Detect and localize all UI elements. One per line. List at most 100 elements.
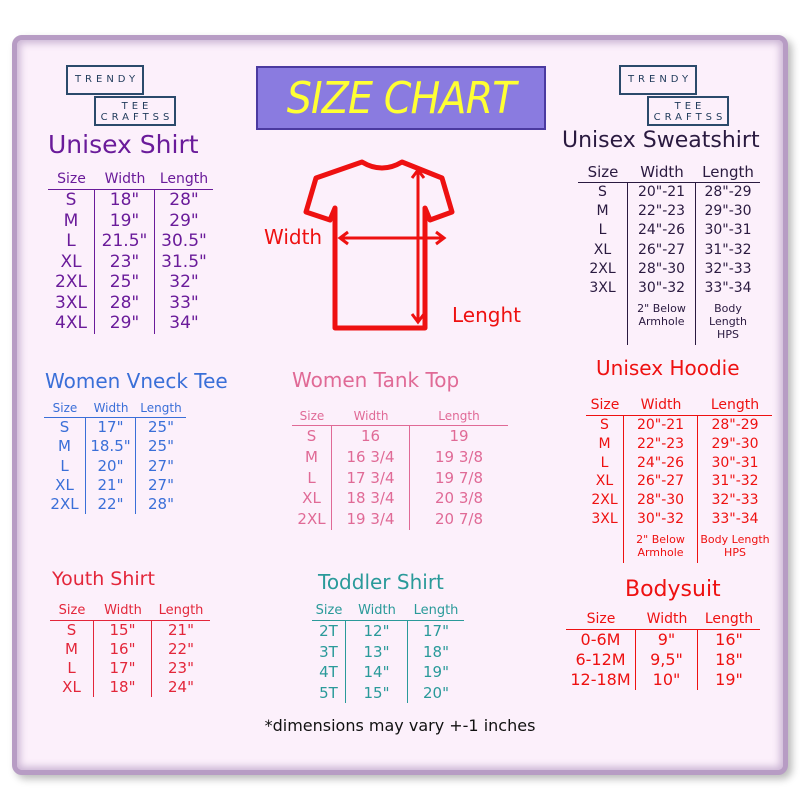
table-note: Body Length HPS [700,532,770,559]
size-table: Size Width Length S 15" 21" M 16" 22" L 17" 23" XL 18… [50,602,210,697]
table-cell: L [50,659,94,678]
table-cell: 34" [169,313,199,333]
table-cell: 2XL [48,272,95,293]
table-cell: 16 [332,426,410,447]
table-cell: 22"-23 [624,434,698,454]
table-row: S 20"-21 28"-29 [578,183,760,203]
table-cell: L [586,453,624,473]
table-cell: 13" [346,641,408,662]
table-cell: 30"-32 [628,279,696,299]
column-header: Size [578,162,628,183]
table-row: L 17" 23" [50,659,210,678]
table-row: M 22"-23 29"-30 [586,434,772,454]
size-table: Size Width Length S 18" 28" M 19" 29" L 21.5" 30.5"… [48,170,213,334]
table-header-row: Size Width Length [44,400,186,418]
table-cell: M [586,434,624,454]
table-cell: 20" [423,683,449,702]
table-row: 3XL 28" 33" [48,292,213,313]
table-cell: 19" [95,210,155,231]
table-cell: 28"-29 [711,417,759,433]
table-row: 3XL 30"-32 33"-34 [586,509,772,529]
column-header: Width [94,602,152,621]
table-cell: 33" [169,292,199,313]
table-cell: 28" [148,495,174,514]
table-cell: XL [292,488,332,510]
table-cell: S [578,183,628,203]
logo-line-tee: TEE [121,101,153,112]
table-header-row: Size Width Length [586,396,772,416]
column-header: Width [624,396,698,416]
chart-frame [12,35,788,775]
table-cell: 19" [423,663,449,681]
table-row: 2XL 25" 32" [48,272,213,293]
column-header: Length [410,408,508,426]
table-cell: 3XL [578,279,628,299]
table-header-row: Size Width Length [566,610,760,630]
table-cell: 21" [168,621,194,639]
table-cell: 21.5" [95,231,155,252]
table-cell: 20"-21 [624,416,698,435]
table-cell: 17" [86,418,136,438]
table-cell: 22" [86,495,136,515]
section-title: Bodysuit [625,577,721,602]
table-cell: 31"-32 [711,473,759,490]
column-header: Width [636,610,698,630]
table-cell: 24"-26 [624,453,698,473]
table-row: XL 23" 31.5" [48,251,213,272]
column-header: Length [152,602,210,621]
table-cell: S [50,621,94,640]
table-cell: 25" [95,272,155,293]
dimensions-footnote: *dimensions may vary +-1 inches [264,716,536,735]
section-title: Toddler Shirt [318,570,444,594]
table-cell: 33"-34 [704,280,752,297]
table-cell: 17" [94,659,152,678]
table-cell: 2XL [44,495,86,515]
table-cell: XL [48,251,95,272]
logo-line-craftss: CRAFTSS [100,112,174,123]
table-cell: 24"-26 [628,221,696,241]
table-row: 2XL 28"-30 32"-33 [586,491,772,510]
logo-line-trendy: TRENDY [66,65,144,95]
section-title: Unisex Sweatshirt [562,128,760,153]
table-row: L 24"-26 30"-31 [586,453,772,473]
table-cell: 20"-21 [628,183,696,203]
table-cell: 18" [423,642,449,661]
table-cell: S [44,418,86,438]
table-row: L 17 3/4 19 7/8 [292,467,508,489]
table-cell: 25" [148,437,174,456]
table-cell: 23" [168,659,194,677]
column-header: Length [155,170,213,190]
table-cell: 9,5" [636,650,698,670]
table-cell: 22"-23 [628,202,696,222]
table-cell: L [44,456,86,476]
table-cell: XL [44,475,86,496]
table-row: 5T 15" 20" [312,682,464,703]
table-cell: 2T [312,621,346,642]
table-row: 0-6M 9" 16" [566,630,760,650]
table-cell: 16" [94,640,152,659]
table-cell: 23" [95,251,155,272]
section-title: Women Tank Top [292,368,460,392]
table-cell: 18 3/4 [332,488,410,510]
table-note-row: 2" Below Armhole Body Length HPS [578,298,760,346]
table-header-row: Size Width Length [578,162,760,183]
column-header: Size [292,408,332,426]
table-cell: 18.5" [86,437,136,457]
table-row: 2XL 22" 28" [44,495,186,515]
table-cell: 4T [312,662,346,683]
table-cell: S [292,426,332,447]
table-cell: 9" [636,630,698,650]
table-row: 3T 13" 18" [312,641,464,662]
table-cell: 4XL [48,313,95,334]
table-cell: 20 3/8 [435,489,483,508]
length-label: Lenght [452,303,521,327]
table-row: S 20"-21 28"-29 [586,416,772,435]
table-cell: 29"-30 [704,203,752,220]
section-title: Women Vneck Tee [45,369,228,393]
table-row: 4T 14" 19" [312,662,464,683]
table-cell: 2XL [578,259,628,280]
table-cell: 28"-29 [704,184,752,200]
table-cell: 28"-30 [624,491,698,510]
table-row: 12-18M 10" 19" [566,670,760,690]
column-header: Width [86,400,136,418]
